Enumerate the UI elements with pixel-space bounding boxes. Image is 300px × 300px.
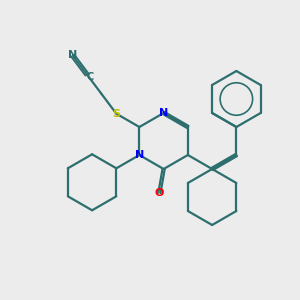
- Text: O: O: [155, 188, 164, 198]
- Text: C: C: [86, 71, 94, 82]
- Text: S: S: [112, 109, 120, 119]
- Text: N: N: [68, 50, 77, 61]
- Text: N: N: [135, 150, 144, 160]
- Text: N: N: [159, 108, 168, 118]
